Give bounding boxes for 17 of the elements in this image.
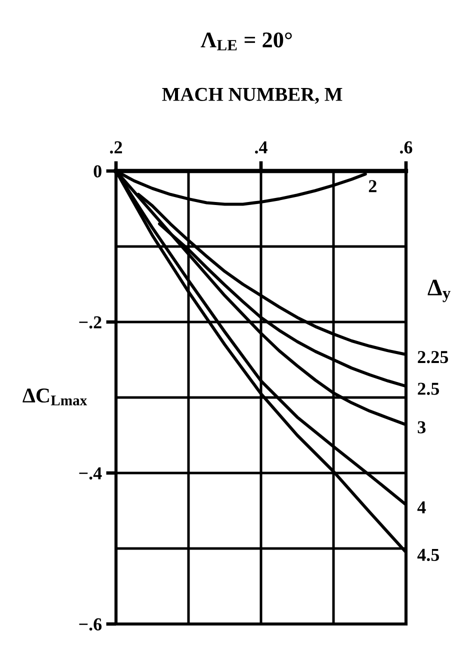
legend-title: Δ$_{y}$ bbox=[428, 280, 451, 302]
x-tick-label: .4 bbox=[255, 141, 268, 154]
y-axis-title: ΔC$_{Lmax}$ bbox=[22, 388, 88, 406]
series-label: 4.5 bbox=[417, 548, 440, 562]
y-tick-label: −.4 bbox=[79, 467, 102, 480]
series-label: 3 bbox=[418, 421, 426, 434]
y-tick-label: −.2 bbox=[79, 316, 102, 329]
series-label: 2 bbox=[368, 180, 376, 192]
series-label: 2.25 bbox=[418, 351, 448, 364]
x-axis-title: MACH NUMBER, M bbox=[162, 88, 342, 104]
x-tick-label: .6 bbox=[400, 141, 412, 154]
y-tick-label: −.6 bbox=[79, 618, 102, 631]
series-label: 2.5 bbox=[418, 382, 440, 395]
y-tick-label: 0 bbox=[94, 165, 102, 178]
x-tick-label: .2 bbox=[110, 141, 122, 154]
chart-title: Λ$_{LE}$ = 20° bbox=[200, 32, 292, 50]
series-label: 4 bbox=[417, 501, 426, 514]
